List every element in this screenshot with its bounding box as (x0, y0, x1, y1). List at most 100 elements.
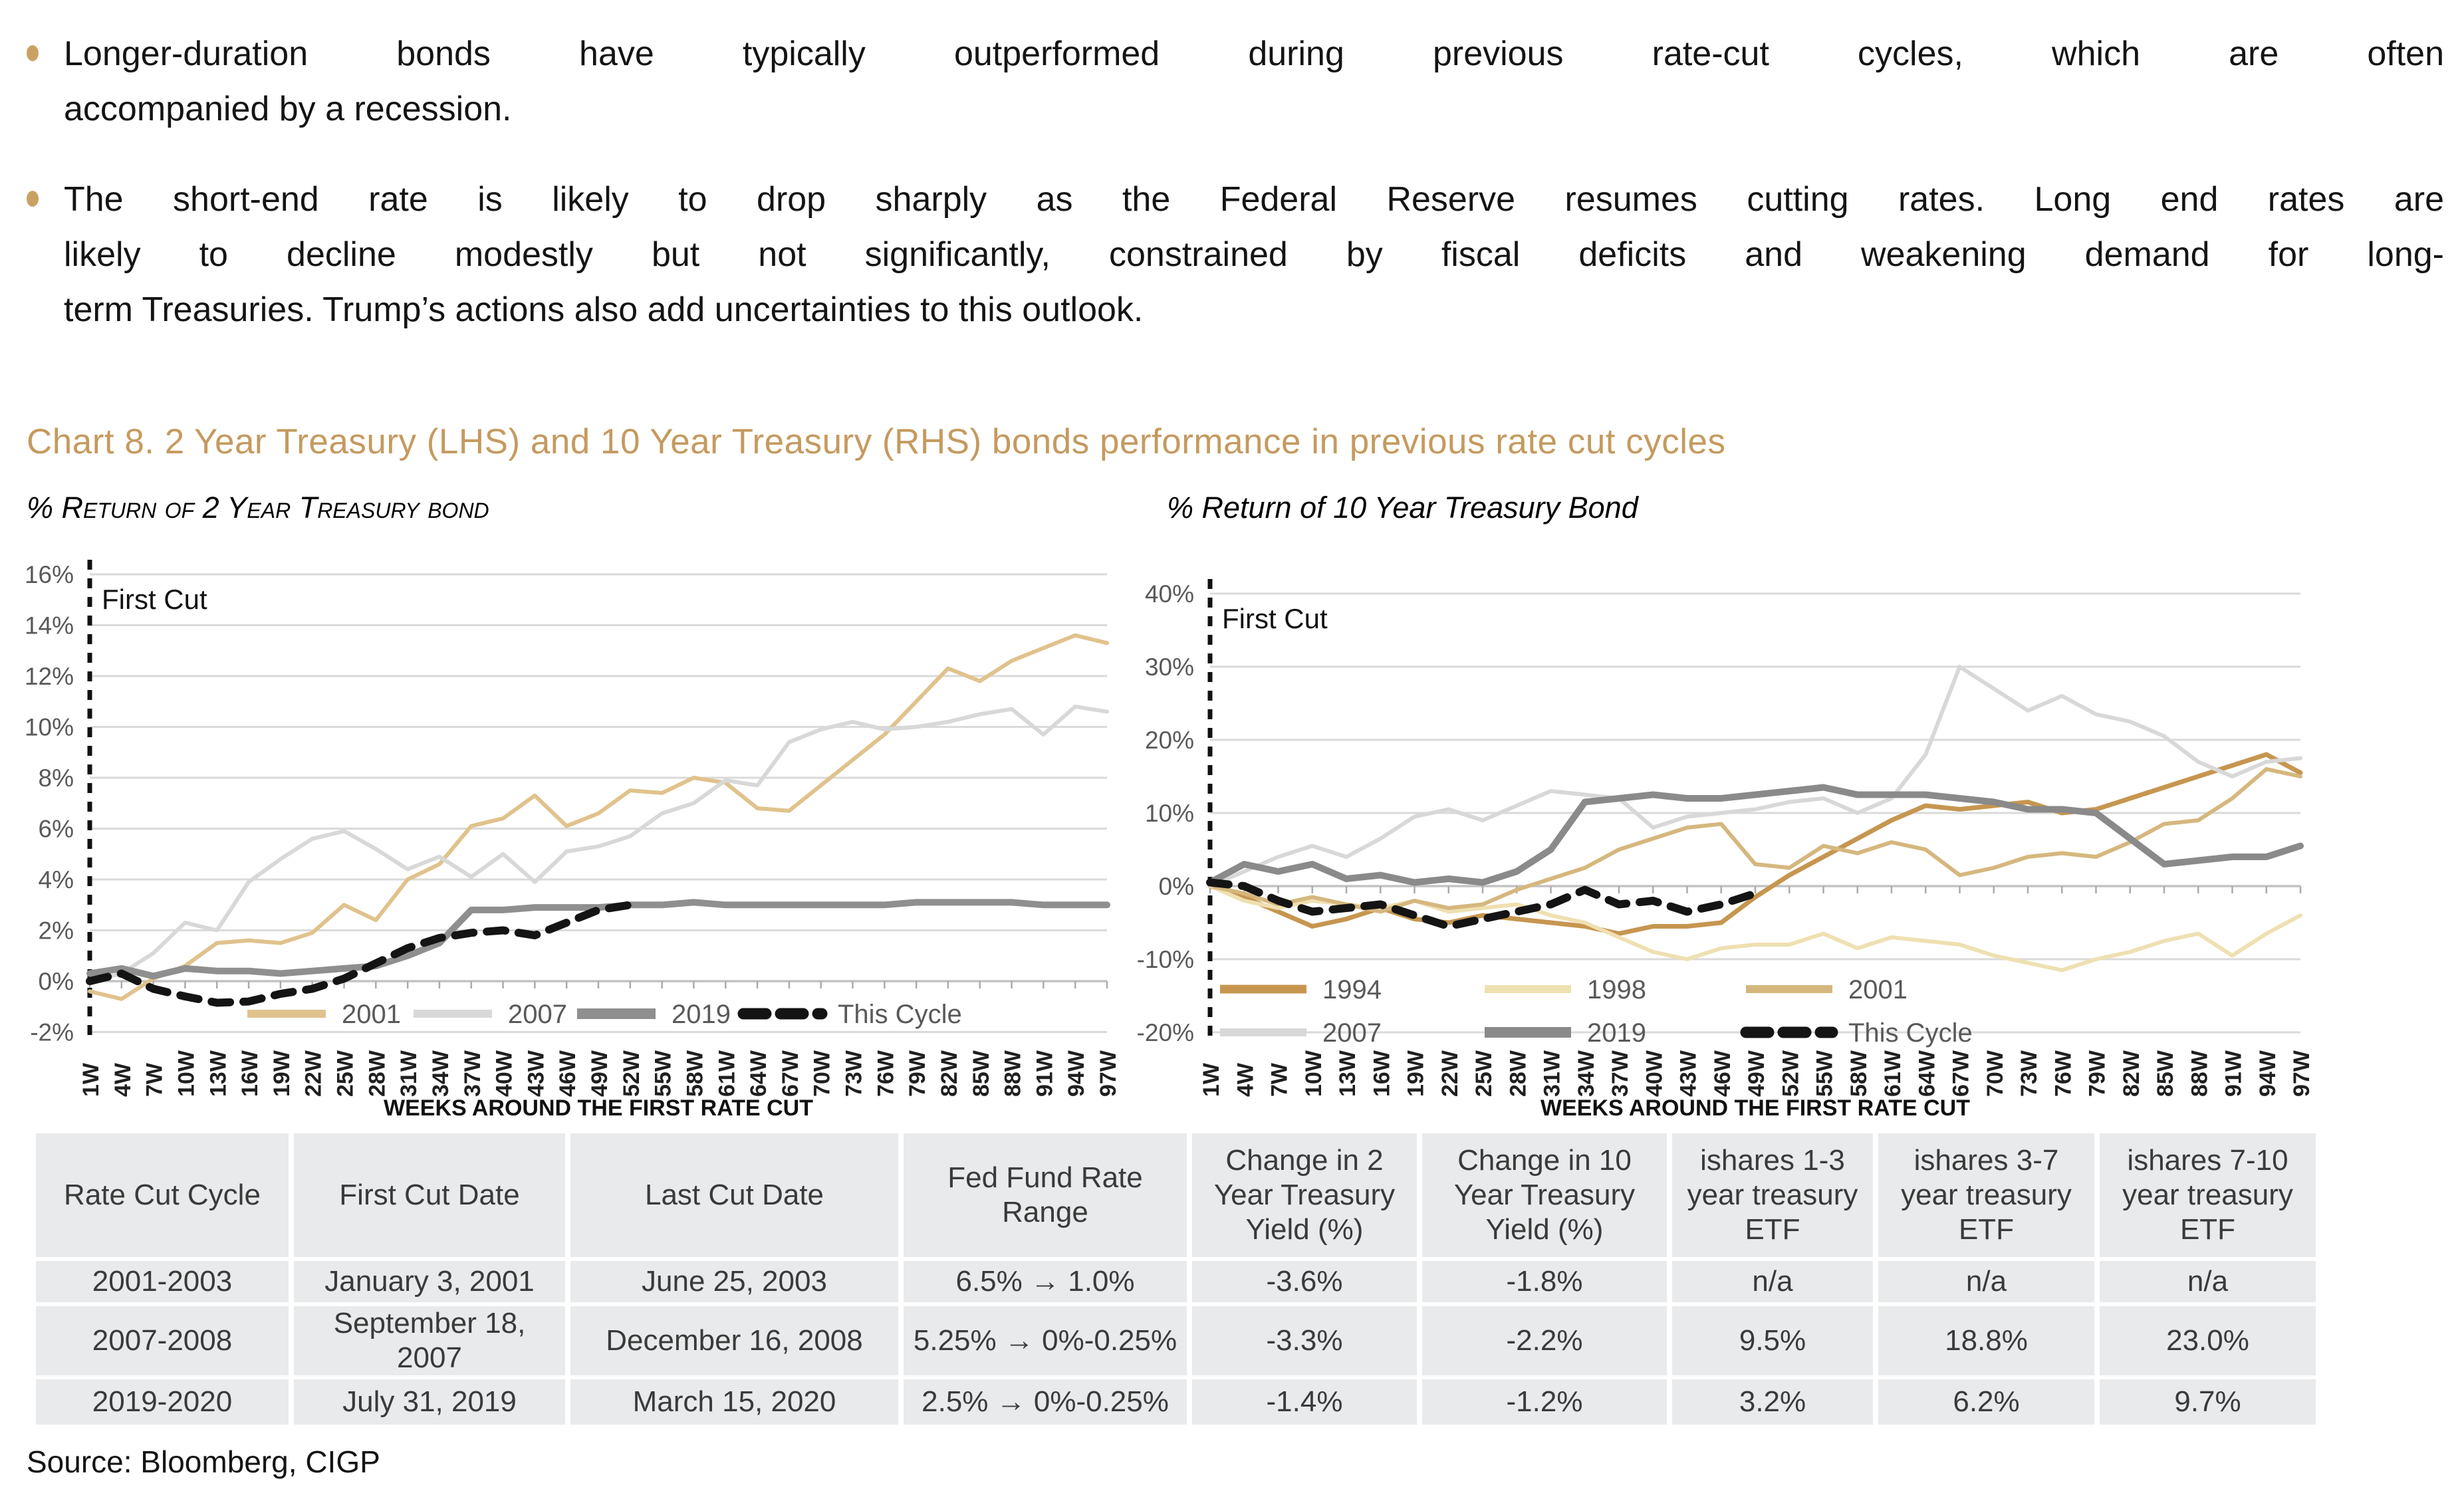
legend-label: 2007 (1322, 1018, 1382, 1048)
series-2007-line (88, 704, 1109, 983)
y-tick-label: 8% (39, 764, 74, 792)
table-cell: June 25, 2003 (570, 1261, 898, 1302)
x-tick-label: 94W (1064, 1050, 1089, 1097)
source-note: Source: Bloomberg, CIGP (27, 1444, 380, 1479)
legend-label: 1994 (1322, 975, 1382, 1004)
x-tick-label: 94W (2255, 1050, 2280, 1097)
y-tick-label: 30% (1145, 653, 1194, 681)
x-tick-label: 49W (1744, 1050, 1769, 1097)
x-tick-label: 46W (1710, 1050, 1735, 1097)
x-tick-label: 52W (1778, 1050, 1803, 1097)
bullet-dot-icon (27, 191, 39, 207)
chart-title: Chart 8. 2 Year Treasury (LHS) and 10 Ye… (27, 422, 1726, 461)
x-tick-label: 25W (1471, 1050, 1497, 1097)
series-2019-line (1207, 784, 2304, 886)
table-cell: -1.4% (1192, 1379, 1417, 1425)
series-1998-line (1208, 884, 2302, 973)
bullet-text-line: likely to decline modestly but not signi… (64, 235, 2444, 274)
table-header-cell: Last Cut Date (570, 1133, 898, 1257)
table-cell: -1.8% (1422, 1261, 1667, 1302)
legend-label: 2007 (508, 1000, 567, 1029)
x-tick-label: 64W (1914, 1050, 1939, 1097)
y-tick-label: 4% (39, 866, 74, 893)
table-cell: n/a (1672, 1261, 1873, 1302)
table-cell: -3.6% (1192, 1261, 1417, 1302)
first-cut-label: First Cut (102, 584, 207, 615)
x-tick-label: 91W (2221, 1050, 2247, 1097)
series-2019-line (86, 899, 1110, 980)
right-chart-subtitle: % Return of 10 Year Treasury Bond (1167, 491, 1638, 524)
first-cut-label: First Cut (1222, 603, 1328, 634)
x-tick-label: 19W (1404, 1050, 1429, 1097)
y-tick-label: -20% (1137, 1019, 1194, 1046)
series-this-cycle-line (1206, 878, 1759, 931)
x-tick-label: 79W (905, 1050, 930, 1097)
bullet-dot-icon (27, 45, 39, 61)
table-header-cell: Fed Fund Rate Range (904, 1133, 1187, 1257)
x-tick-label: 43W (523, 1050, 549, 1097)
bullet-text-line: term Treasuries. Trump’s actions also ad… (64, 290, 1144, 329)
table-cell: 2001-2003 (36, 1261, 289, 1302)
x-tick-label: 49W (587, 1050, 612, 1097)
left-chart-plot: 16% 14% 12% 10% 8% 6% 4% 2% 0% -2% First Cut 1W 4W 7W… (25, 560, 1121, 1121)
series-2001-line (88, 633, 1109, 1001)
y-tick-label: 0% (1159, 873, 1194, 900)
table-cell: n/a (1878, 1261, 2094, 1302)
table-cell: -2.2% (1422, 1306, 1667, 1375)
x-tick-label: 37W (460, 1050, 485, 1097)
y-tick-label: -2% (30, 1019, 74, 1046)
x-tick-label: 61W (714, 1050, 739, 1097)
x-tick-label: 70W (810, 1050, 835, 1097)
table-cell: 2019-2020 (36, 1379, 289, 1425)
table-header-cell: Change in 2 Year Treasury Yield (%) (1192, 1133, 1417, 1257)
x-tick-label: 58W (1846, 1050, 1872, 1097)
x-tick-label: 55W (1812, 1050, 1838, 1097)
right-chart-panel: % Return of 10 Year Treasury Bond 40% 30%… (1130, 491, 2320, 1133)
x-tick-label: 1W (78, 1062, 104, 1097)
x-tick-label: 64W (746, 1050, 771, 1097)
legend-label: This Cycle (1848, 1018, 1973, 1048)
x-tick-label: 37W (1608, 1050, 1633, 1097)
table-cell: January 3, 2001 (294, 1261, 565, 1302)
x-tick-label: 40W (492, 1050, 517, 1097)
y-tick-label: 12% (25, 663, 74, 690)
table-cell: December 16, 2008 (570, 1306, 898, 1375)
series-this-cycle-line (86, 901, 634, 1007)
table-cell: March 15, 2020 (570, 1379, 898, 1425)
x-tick-label: 61W (1880, 1050, 1906, 1097)
x-tick-label: 19W (269, 1050, 295, 1097)
x-tick-label: 88W (2187, 1050, 2212, 1097)
table-cell: 5.25% → 0%-0.25% (904, 1306, 1187, 1375)
x-tick-label: 4W (1233, 1062, 1258, 1097)
y-tick-label: 6% (39, 816, 74, 843)
series-1994-line (1207, 752, 2303, 936)
left-chart-subtitle: % Return of 2 Year Treasury bond (27, 491, 489, 524)
y-tick-label: 14% (25, 612, 74, 639)
bullet-item: The short-end rate is likely to drop sha… (24, 172, 2444, 338)
x-tick-label: 76W (873, 1050, 898, 1097)
y-tick-label: 10% (1145, 800, 1194, 827)
x-tick-label: 67W (778, 1050, 803, 1097)
x-tick-label: 10W (1301, 1050, 1326, 1097)
table-cell: 3.2% (1672, 1379, 1873, 1425)
legend-label: 2001 (1848, 975, 1908, 1004)
summary-table: Rate Cut Cycle First Cut Date Last Cut Dat… (36, 1133, 2316, 1425)
x-tick-label: 4W (110, 1062, 136, 1097)
series-2007-line (1208, 665, 2302, 888)
legend-label: 2019 (1587, 1018, 1646, 1048)
x-tick-label: 28W (364, 1050, 390, 1097)
bullet-text-line: The short-end rate is likely to drop sha… (64, 180, 2444, 219)
y-tick-label: 10% (25, 714, 74, 741)
x-axis-title: WEEKS AROUND THE FIRST RATE CUT (1540, 1095, 1970, 1121)
table-cell: 18.8% (1878, 1306, 2094, 1375)
x-tick-label: 46W (555, 1050, 580, 1097)
x-tick-label: 1W (1199, 1062, 1224, 1097)
table-header-cell: ishares 7-10 year treasury ETF (2100, 1133, 2316, 1257)
y-tick-label: 20% (1145, 727, 1194, 754)
x-tick-label: 82W (937, 1050, 962, 1097)
table-cell: July 31, 2019 (294, 1379, 565, 1425)
x-tick-label: 52W (619, 1050, 644, 1097)
x-tick-label: 43W (1676, 1050, 1701, 1097)
table-header-cell: First Cut Date (294, 1133, 565, 1257)
